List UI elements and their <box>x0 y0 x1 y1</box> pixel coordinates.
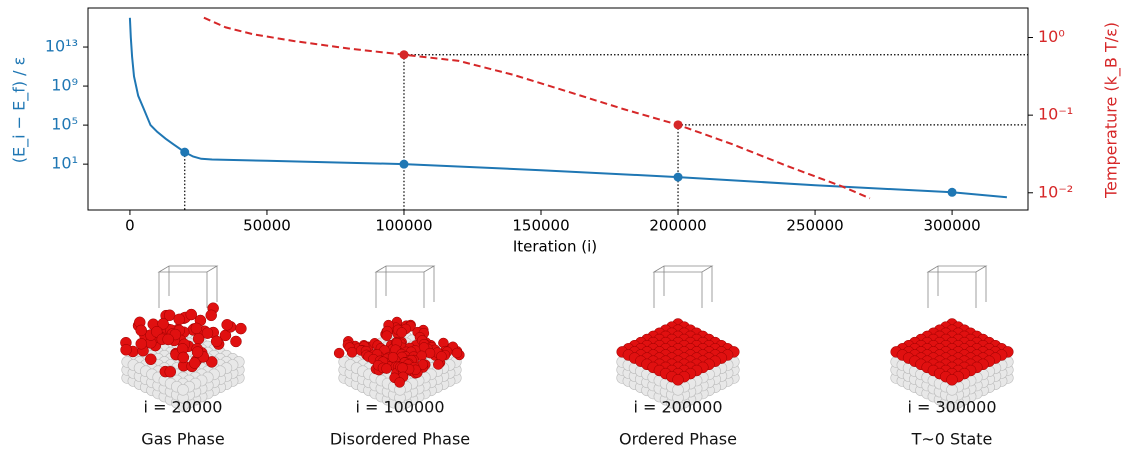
adsorbate-atom <box>188 357 201 369</box>
x-tick-label: 0 <box>125 217 135 235</box>
adsorbate-atom <box>205 356 218 368</box>
adsorbate-atom <box>451 347 463 359</box>
adsorbate-atom <box>135 324 147 337</box>
snapshot <box>890 265 1014 412</box>
data-point <box>947 187 957 197</box>
snapshot-iteration: i = 300000 <box>907 398 996 417</box>
adsorbate-atom <box>946 374 958 386</box>
adsorbate-atom <box>221 319 233 331</box>
adsorbate-atom <box>210 335 223 348</box>
adsorbate-atom <box>164 365 177 378</box>
substrate-atom <box>672 383 684 396</box>
data-point <box>399 50 409 60</box>
adsorbate-atom <box>191 346 204 358</box>
y-axis-label: (E_i − E_f) / ε <box>10 57 30 164</box>
y2-axis-label: Temperature (k_B T/ε) <box>1102 22 1122 199</box>
adsorbate-atom <box>394 377 405 388</box>
adsorbate-atom <box>192 333 205 345</box>
snapshot-iteration: i = 200000 <box>633 398 722 417</box>
adsorbate-atom <box>433 359 444 370</box>
y2-tick-label: 10⁻¹ <box>1038 105 1073 124</box>
substrate-atom <box>177 383 189 396</box>
adsorbate-atom <box>235 322 247 335</box>
adsorbate-atom <box>177 351 190 364</box>
box-edge <box>374 265 436 308</box>
data-line <box>203 16 871 200</box>
adsorbate-atom <box>205 309 217 322</box>
snapshot-phase: Gas Phase <box>141 430 224 449</box>
x-tick-label: 100000 <box>375 217 432 235</box>
adsorbate-atom <box>397 362 408 373</box>
adsorbate-atom <box>230 335 242 348</box>
adsorbate-atom <box>120 344 132 356</box>
y-tick-label: 10⁵ <box>51 115 78 134</box>
adsorbate-atom <box>201 327 214 339</box>
adsorbate-atom <box>185 308 198 321</box>
substrate-atom <box>946 383 958 396</box>
adsorbate-atom <box>333 347 345 359</box>
adsorbate-atom <box>381 363 392 374</box>
adsorbate-atom <box>157 318 169 330</box>
adsorbate-atom <box>135 338 148 350</box>
snapshot-phase: Disordered Phase <box>330 430 470 449</box>
adsorbate-atom <box>144 353 157 366</box>
x-axis-label: Iteration (i) <box>513 238 597 256</box>
snapshot <box>120 265 247 412</box>
adsorbate-atom <box>346 347 358 358</box>
adsorbate-atom <box>190 322 203 335</box>
x-tick-label: 50000 <box>243 217 291 235</box>
data-point <box>180 147 190 157</box>
plot-frame <box>87 7 1029 211</box>
adsorbate-atom <box>163 309 176 321</box>
adsorbate-atom <box>387 352 399 363</box>
x-tick-label: 250000 <box>786 217 843 235</box>
adsorbate-atom <box>162 333 174 346</box>
snapshot-iteration: i = 20000 <box>144 398 223 417</box>
x-tick-label: 300000 <box>923 217 980 235</box>
y2-tick-label: 10⁻² <box>1038 182 1073 201</box>
box-edge <box>652 265 714 308</box>
adsorbate-atom <box>381 330 393 341</box>
snapshot-phase: T~0 State <box>911 430 993 449</box>
box-edge <box>926 265 988 308</box>
snapshot <box>616 265 740 412</box>
snapshot-phase: Ordered Phase <box>619 430 737 449</box>
y-tick-label: 10⁹ <box>51 76 78 95</box>
adsorbate-atom <box>173 313 185 326</box>
data-line <box>128 17 1007 199</box>
x-tick-label: 150000 <box>512 217 569 235</box>
snapshot-iteration: i = 100000 <box>355 398 444 417</box>
data-point <box>399 159 409 169</box>
data-point <box>673 172 683 182</box>
data-point <box>673 120 683 130</box>
adsorbate-atom <box>396 327 407 338</box>
snapshot <box>333 265 465 412</box>
y-tick-label: 10¹ <box>51 154 78 173</box>
x-tick-label: 200000 <box>649 217 706 235</box>
box-edge <box>157 265 219 308</box>
y-tick-label: 10¹³ <box>45 37 78 56</box>
adsorbate-atom <box>672 374 684 386</box>
y2-tick-label: 10⁰ <box>1038 27 1065 46</box>
